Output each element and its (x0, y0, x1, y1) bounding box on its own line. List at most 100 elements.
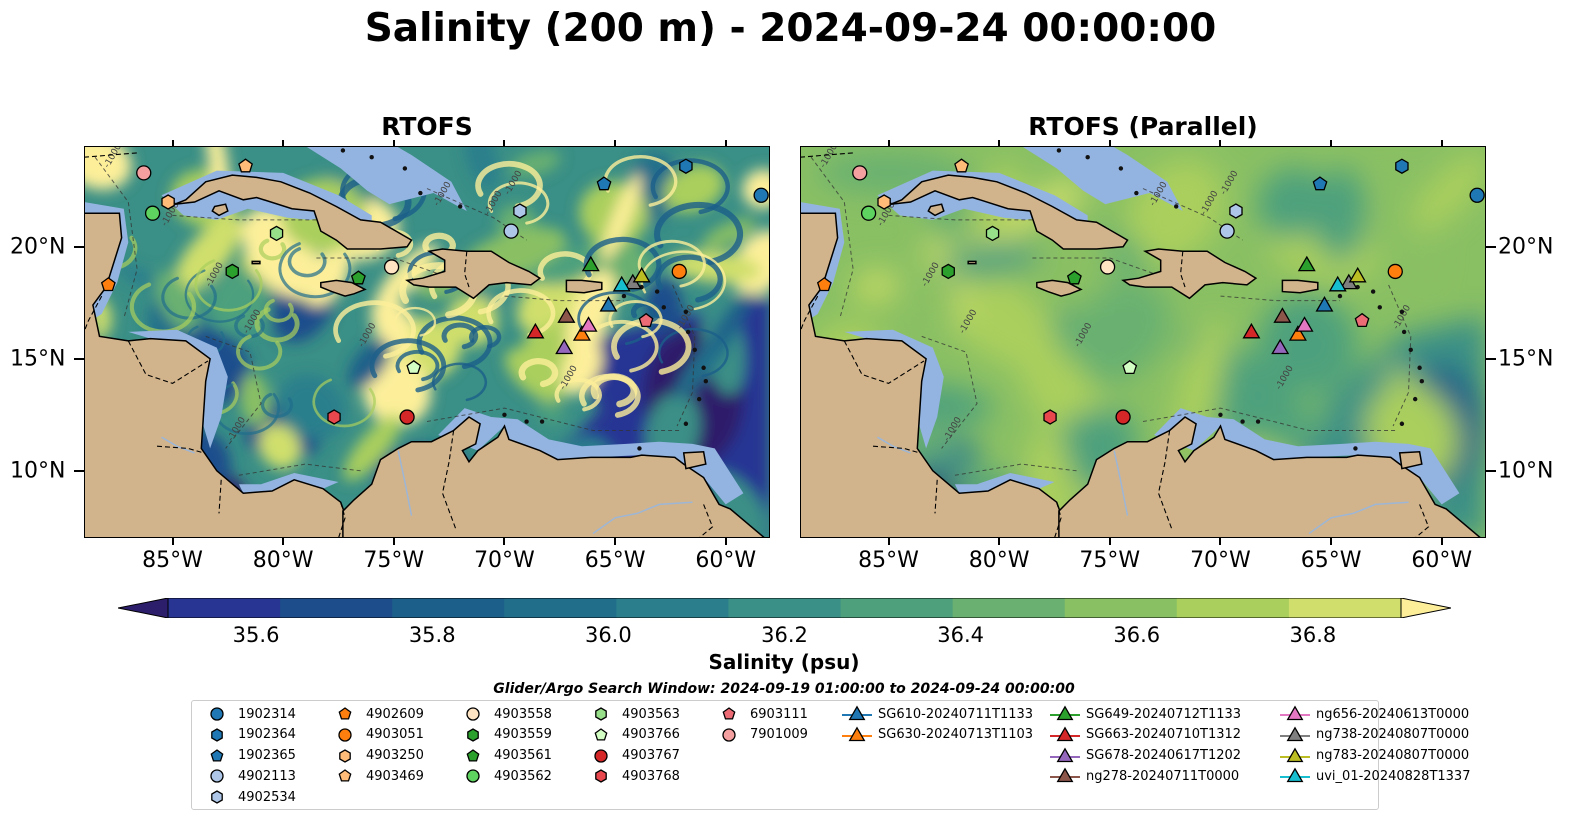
legend-item: 4903250 (328, 746, 424, 766)
legend-item-label: SG630-20240713T1103 (878, 727, 1034, 743)
lon-tick-label: 80°W (968, 548, 1030, 573)
legend-item: 4902609 (328, 704, 424, 724)
marker-sg610-20240711t1133 (1315, 295, 1334, 312)
marker-4903051 (338, 728, 352, 742)
marker-ng783-20240807t0000 (1348, 266, 1367, 283)
colorbar-tick-label: 36.6 (1113, 623, 1161, 647)
tick-mark (1108, 538, 1111, 545)
triangle-icon (1050, 705, 1080, 721)
colorbar-tick-label: 36.4 (937, 623, 985, 647)
marker-1902365 (210, 748, 224, 762)
marker-sg649-20240712t1133 (581, 255, 600, 272)
marker-4903766 (406, 359, 422, 375)
map-panel-rtofs: -1000 -1000 -1000 -1000 -1000 -1000 -1000 -1000… (84, 146, 770, 538)
triangle-icon (1050, 726, 1080, 741)
marker-sg630-20240713t1103 (1288, 325, 1307, 341)
hexagon-icon (467, 728, 479, 742)
marker-4902609 (100, 277, 116, 292)
lat-tick-label-right: 15°N (1498, 346, 1554, 372)
marker-4902534 (513, 203, 527, 219)
marker-4903559 (225, 263, 239, 280)
land-isla-juventud (927, 203, 945, 217)
legend-item: 4903766 (584, 725, 680, 745)
circle-icon (210, 707, 224, 721)
land-cuba (890, 174, 1129, 250)
colorbar-segment (1064, 598, 1178, 618)
colorbar-extend-high (1400, 598, 1451, 618)
legend-item-label: 6903111 (750, 706, 808, 722)
land-puerto-rico (565, 279, 603, 294)
marker-sg649-20240712t1133 (1297, 255, 1316, 272)
marker-ng783-20240807t0000 (1286, 747, 1304, 762)
triangle-icon (1280, 726, 1310, 741)
legend-item: 6903111 (712, 704, 808, 724)
legend-item-label: ng738-20240807T0000 (1316, 727, 1470, 743)
legend-item: 1902365 (200, 746, 296, 766)
tick-mark (1486, 245, 1496, 248)
triangle-icon (1280, 747, 1310, 762)
legend-item-label: 4902534 (238, 789, 296, 805)
colorbar-tick-label: 35.8 (408, 623, 456, 647)
lon-tick-label: 60°W (1411, 548, 1473, 573)
marker-uvi-01-20240828t1337 (1328, 275, 1347, 292)
tick-mark (998, 538, 1001, 545)
marker-sg678-20240617t1202 (1056, 747, 1074, 762)
figure-title: Salinity (200 m) - 2024-09-24 00:00:00 (364, 6, 1217, 51)
colorbar-segment (952, 598, 1066, 618)
legend-item-label: SG678-20240617T1202 (1086, 748, 1242, 764)
legend-item-label: 1902365 (238, 748, 296, 764)
legend-item-label: ng783-20240807T0000 (1316, 748, 1470, 764)
tick-mark (887, 140, 890, 147)
marker-4902113 (503, 223, 519, 239)
tick-mark (614, 538, 617, 545)
legend-item-label: 4903250 (366, 748, 424, 764)
legend-item: ng783-20240807T0000 (1278, 746, 1469, 766)
tick-mark (1440, 538, 1443, 545)
lon-tick-label: 75°W (1079, 548, 1141, 573)
tick-mark (1486, 357, 1496, 360)
triangle-icon (1050, 767, 1080, 783)
rivers (161, 436, 693, 535)
colorbar-segment (1176, 598, 1290, 618)
land-south-america (342, 416, 770, 538)
marker-ng278-20240711t0000 (1056, 767, 1074, 783)
legend-item: ng738-20240807T0000 (1278, 725, 1469, 745)
marker-4903563 (985, 225, 1000, 242)
colorbar-tick-label: 36.0 (584, 623, 632, 647)
marker-1902314 (1469, 187, 1485, 203)
small-islands (1056, 148, 1425, 451)
tick-mark (1219, 140, 1222, 147)
panel-title-rtofs: RTOFS (381, 112, 473, 141)
legend-item: 4902113 (200, 766, 296, 786)
tick-mark (724, 140, 727, 147)
legend-item: 4903767 (584, 746, 680, 766)
marker-1902365 (596, 176, 612, 191)
land-trinidad (682, 451, 707, 470)
colorbar-tick-label: 36.2 (761, 623, 808, 647)
legend-item: 4902534 (200, 787, 296, 807)
marker-4903767 (399, 409, 415, 425)
land-puerto-rico (1281, 279, 1319, 294)
marker-4903561 (1066, 270, 1082, 285)
lon-tick-label: 75°W (363, 548, 425, 573)
marker-7901009 (852, 165, 868, 181)
marker-4903766 (594, 727, 608, 741)
colorbar-outline (167, 598, 1402, 618)
legend-item-label: 4903051 (366, 727, 424, 743)
marker-4903250 (339, 748, 351, 763)
legend-item-label: 7901009 (750, 727, 808, 743)
lat-tick-label-left: 10°N (10, 458, 66, 484)
marker-ng783-20240807t0000 (632, 266, 651, 283)
legend-item: 1902314 (200, 704, 296, 724)
legend-item-label: 1902314 (238, 706, 296, 722)
land-isla-juventud (211, 203, 229, 217)
lon-tick-label: 65°W (1300, 548, 1362, 573)
circle-icon (466, 707, 480, 721)
marker-4903767 (1115, 409, 1131, 425)
marker-sg630-20240713t1103 (572, 325, 591, 341)
legend-item-label: 4903563 (622, 706, 680, 722)
legend-item-label: 1902364 (238, 727, 296, 743)
tick-mark (1219, 538, 1222, 545)
legend-item-label: SG610-20240711T1133 (878, 706, 1034, 722)
tick-mark (282, 538, 285, 545)
